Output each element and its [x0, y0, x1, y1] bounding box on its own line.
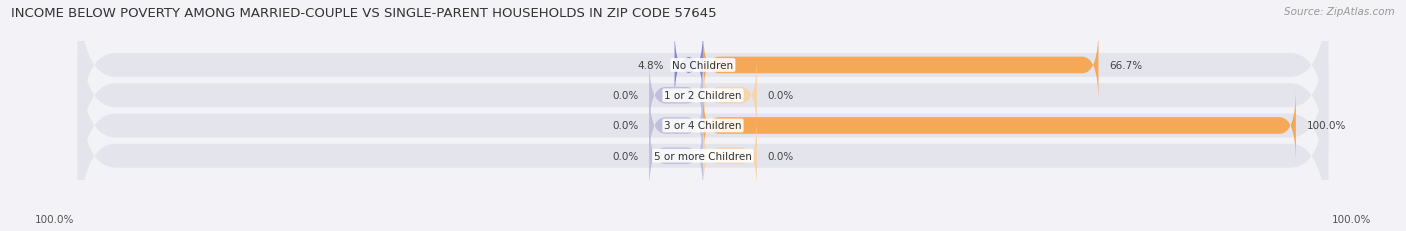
FancyBboxPatch shape: [77, 0, 1329, 159]
Text: 100.0%: 100.0%: [1306, 121, 1346, 131]
FancyBboxPatch shape: [650, 89, 703, 163]
Text: 100.0%: 100.0%: [1331, 214, 1371, 224]
Text: Source: ZipAtlas.com: Source: ZipAtlas.com: [1284, 7, 1395, 17]
Legend: Married Couples, Single Parents: Married Couples, Single Parents: [588, 228, 818, 231]
FancyBboxPatch shape: [703, 89, 1296, 163]
FancyBboxPatch shape: [77, 63, 1329, 231]
Text: 0.0%: 0.0%: [612, 91, 638, 101]
Text: 5 or more Children: 5 or more Children: [654, 151, 752, 161]
FancyBboxPatch shape: [675, 29, 703, 103]
Text: 0.0%: 0.0%: [612, 151, 638, 161]
FancyBboxPatch shape: [703, 29, 1098, 103]
Text: 0.0%: 0.0%: [612, 121, 638, 131]
Text: 66.7%: 66.7%: [1109, 61, 1142, 71]
Text: 4.8%: 4.8%: [637, 61, 664, 71]
FancyBboxPatch shape: [703, 119, 756, 193]
FancyBboxPatch shape: [703, 59, 756, 133]
Text: 3 or 4 Children: 3 or 4 Children: [664, 121, 742, 131]
Text: No Children: No Children: [672, 61, 734, 71]
Text: 1 or 2 Children: 1 or 2 Children: [664, 91, 742, 101]
Text: INCOME BELOW POVERTY AMONG MARRIED-COUPLE VS SINGLE-PARENT HOUSEHOLDS IN ZIP COD: INCOME BELOW POVERTY AMONG MARRIED-COUPL…: [11, 7, 717, 20]
Text: 0.0%: 0.0%: [768, 151, 794, 161]
FancyBboxPatch shape: [650, 119, 703, 193]
FancyBboxPatch shape: [650, 59, 703, 133]
Text: 100.0%: 100.0%: [35, 214, 75, 224]
FancyBboxPatch shape: [77, 2, 1329, 189]
FancyBboxPatch shape: [77, 32, 1329, 219]
Text: 0.0%: 0.0%: [768, 91, 794, 101]
